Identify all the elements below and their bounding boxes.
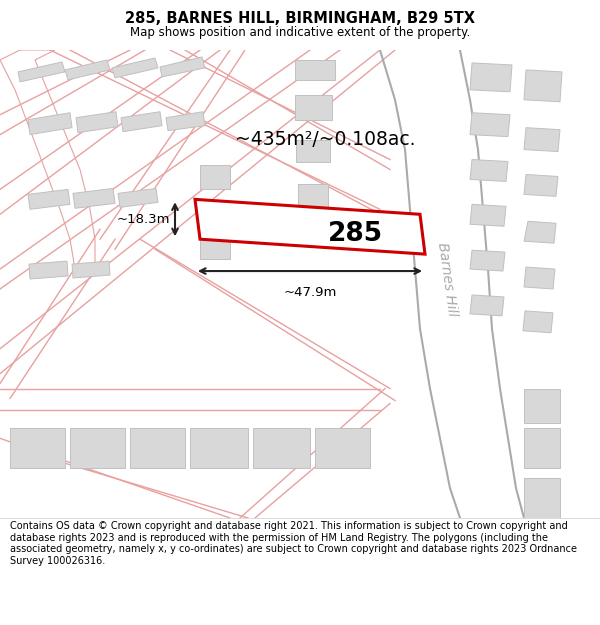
Polygon shape: [524, 174, 558, 196]
Polygon shape: [253, 428, 310, 468]
Polygon shape: [118, 188, 158, 208]
Polygon shape: [121, 112, 162, 132]
Polygon shape: [470, 295, 504, 316]
Text: 285, BARNES HILL, BIRMINGHAM, B29 5TX: 285, BARNES HILL, BIRMINGHAM, B29 5TX: [125, 11, 475, 26]
Polygon shape: [72, 261, 110, 278]
Polygon shape: [470, 112, 510, 137]
Polygon shape: [195, 199, 425, 254]
Polygon shape: [524, 389, 560, 423]
Polygon shape: [28, 189, 70, 209]
Polygon shape: [524, 478, 560, 518]
Text: 285: 285: [328, 221, 383, 248]
Polygon shape: [295, 60, 335, 80]
Polygon shape: [524, 428, 560, 468]
Polygon shape: [524, 70, 562, 102]
Text: Map shows position and indicative extent of the property.: Map shows position and indicative extent…: [130, 26, 470, 39]
Polygon shape: [200, 234, 230, 259]
Polygon shape: [112, 58, 158, 78]
Polygon shape: [470, 159, 508, 181]
Polygon shape: [10, 428, 65, 468]
Polygon shape: [28, 112, 72, 134]
Polygon shape: [65, 60, 110, 80]
Polygon shape: [523, 311, 553, 332]
Polygon shape: [524, 267, 555, 289]
Polygon shape: [18, 62, 65, 82]
Polygon shape: [470, 63, 512, 92]
Polygon shape: [200, 164, 230, 189]
Polygon shape: [70, 428, 125, 468]
Polygon shape: [470, 250, 505, 271]
Text: ~47.9m: ~47.9m: [283, 286, 337, 299]
Polygon shape: [160, 57, 205, 77]
Polygon shape: [73, 188, 115, 208]
Polygon shape: [524, 127, 560, 152]
Polygon shape: [0, 50, 95, 269]
Polygon shape: [298, 184, 328, 209]
Text: Contains OS data © Crown copyright and database right 2021. This information is : Contains OS data © Crown copyright and d…: [10, 521, 577, 566]
Polygon shape: [470, 204, 506, 226]
Polygon shape: [130, 428, 185, 468]
Polygon shape: [190, 428, 248, 468]
Polygon shape: [76, 112, 118, 132]
Polygon shape: [166, 112, 205, 131]
Polygon shape: [524, 221, 556, 243]
Polygon shape: [295, 95, 332, 120]
Text: ~18.3m: ~18.3m: [116, 213, 170, 226]
Polygon shape: [296, 139, 330, 161]
Polygon shape: [315, 428, 370, 468]
Polygon shape: [29, 261, 68, 279]
Text: ~435m²/~0.108ac.: ~435m²/~0.108ac.: [235, 130, 415, 149]
Text: Barnes Hill: Barnes Hill: [435, 241, 459, 317]
Polygon shape: [380, 50, 524, 518]
